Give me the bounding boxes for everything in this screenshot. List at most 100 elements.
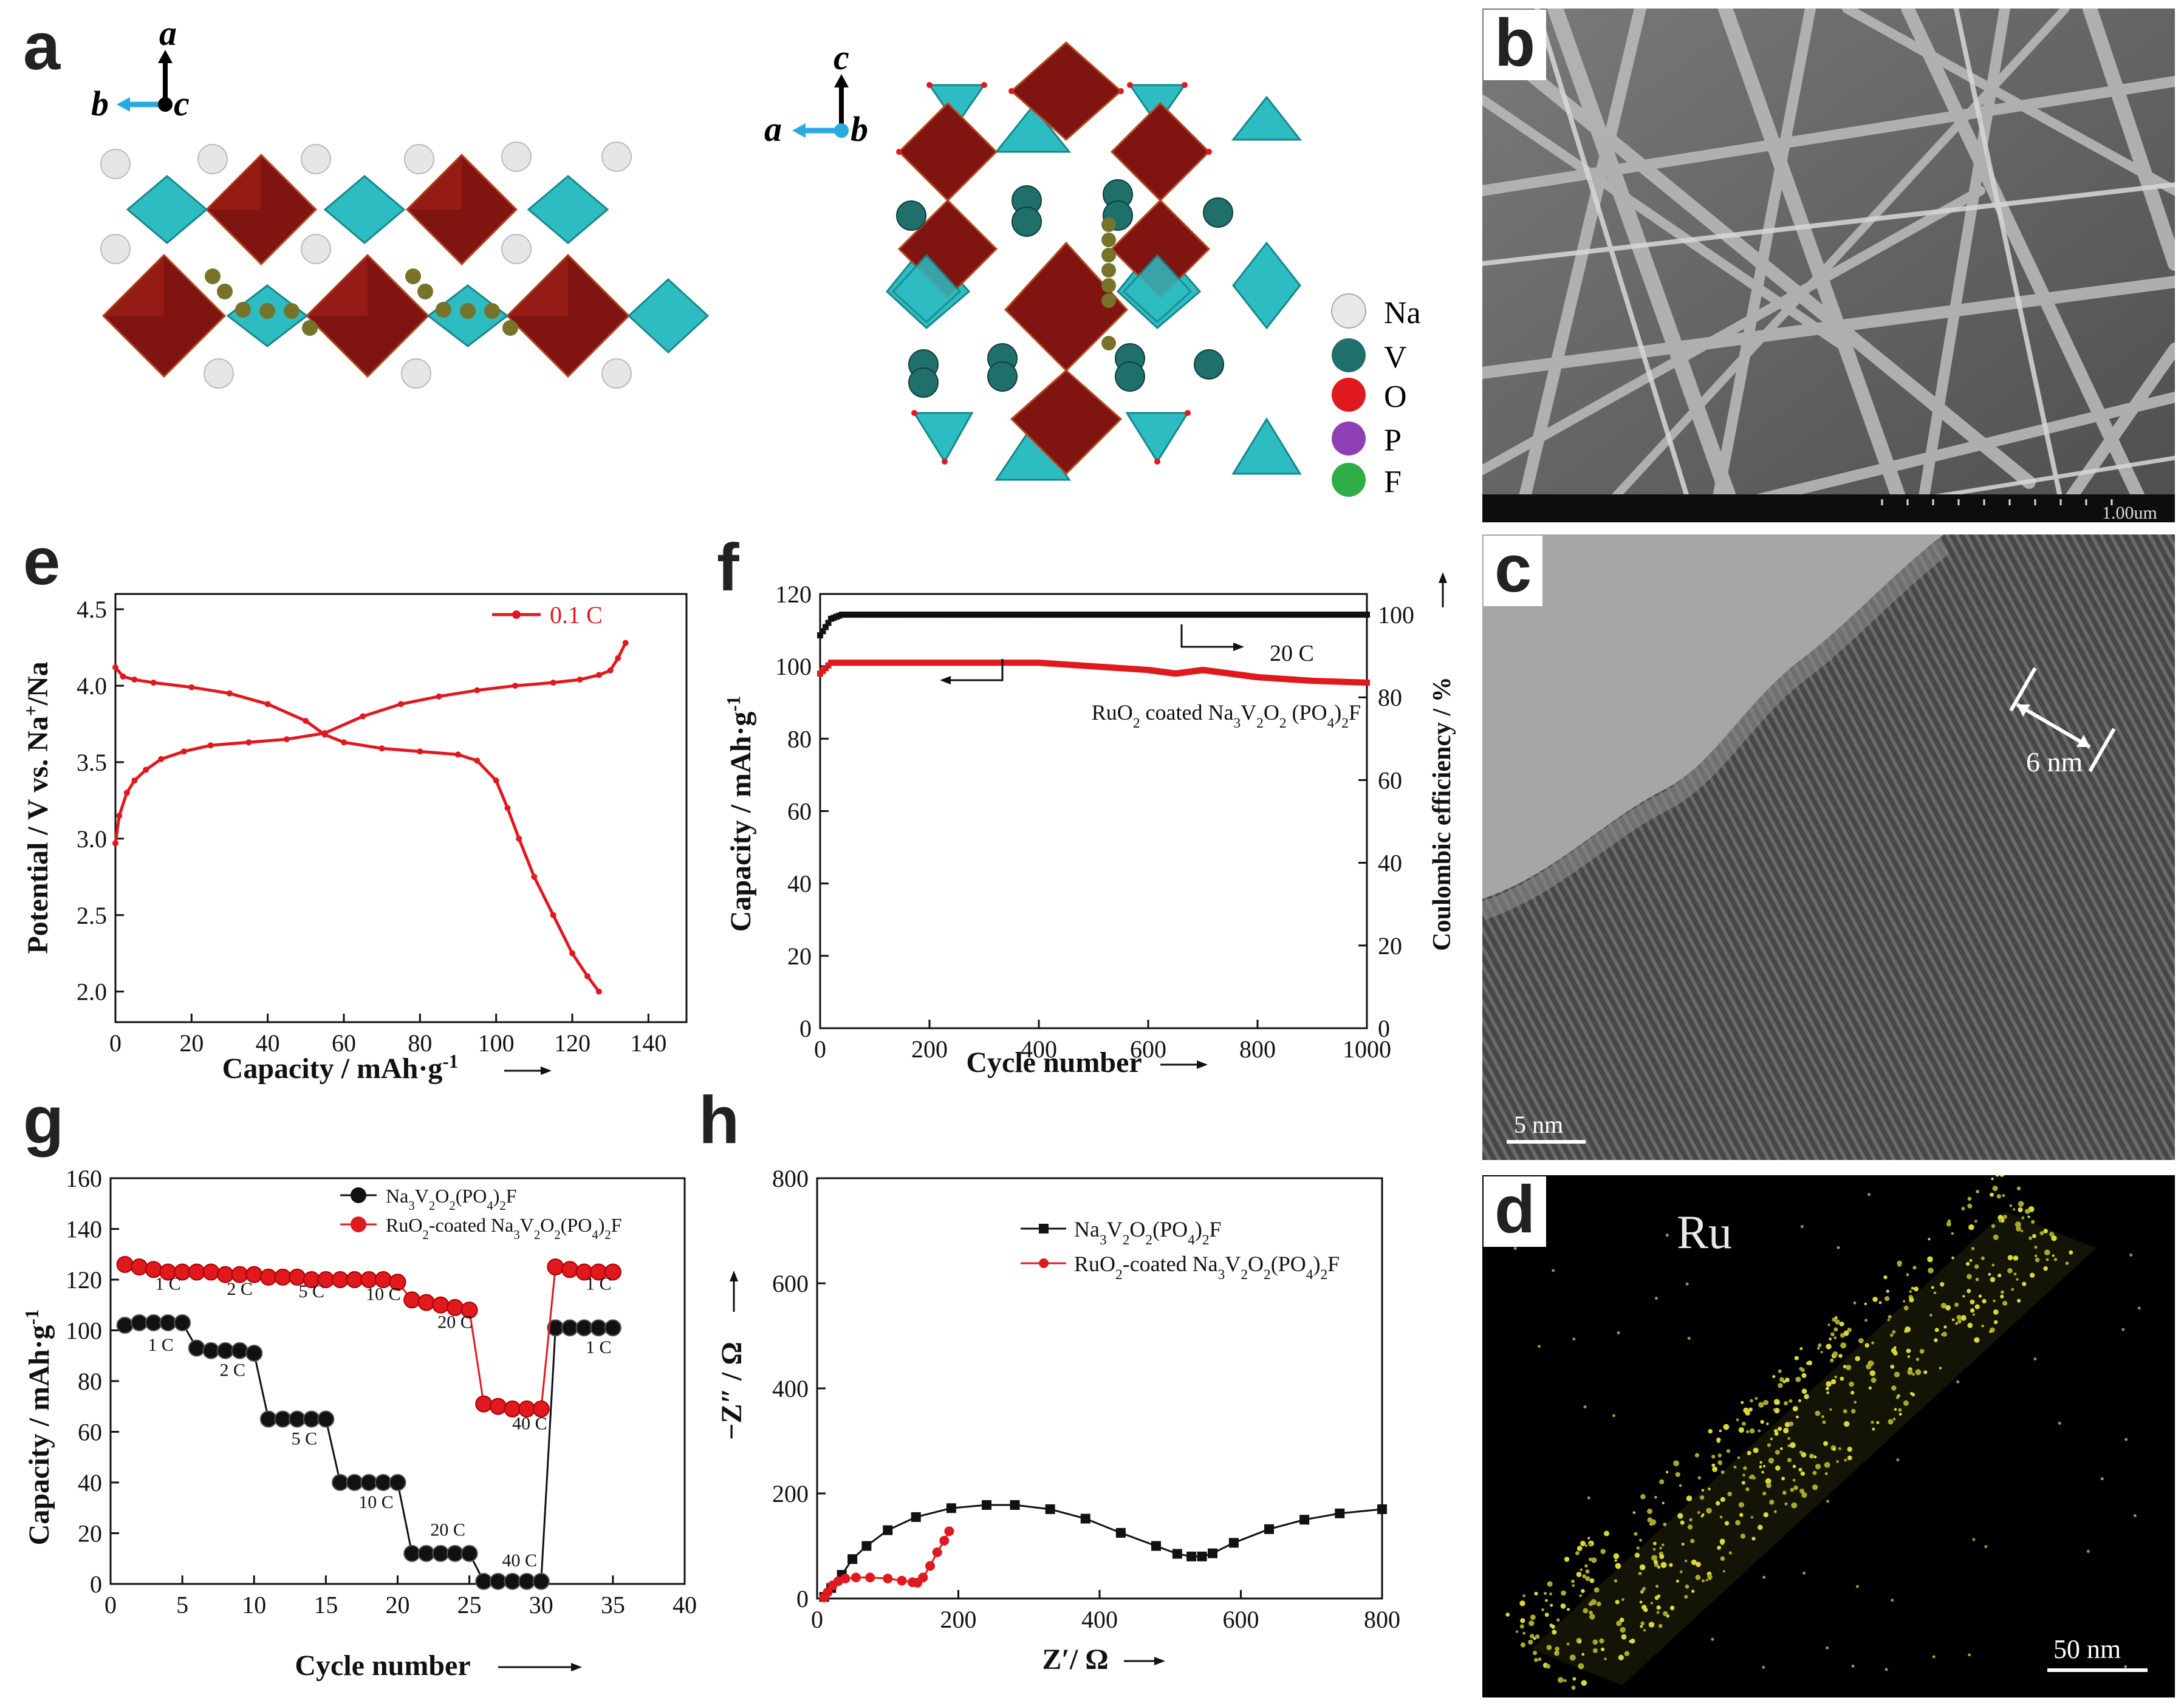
ru-signal-dot <box>1733 1465 1737 1469</box>
ru-signal-dot <box>1639 1538 1642 1542</box>
ru-signal-dot <box>2045 1258 2049 1261</box>
ru-signal-dot <box>1567 1608 1570 1611</box>
ru-background-dot <box>1762 1665 1765 1669</box>
ru-background-dot <box>1844 1458 1847 1462</box>
rate-point-1 <box>489 1397 507 1415</box>
ru-signal-dot <box>1552 1629 1557 1635</box>
ru-signal-dot <box>1705 1578 1708 1581</box>
point-charge <box>123 790 130 796</box>
ru-signal-dot <box>1967 1203 1973 1209</box>
ru-signal-dot <box>1740 1534 1746 1539</box>
x-tick-label: 80 <box>408 1029 432 1057</box>
ru-signal-dot <box>1943 1325 1947 1329</box>
ru-signal-dot <box>1520 1642 1525 1648</box>
ru-background-dot <box>1665 1233 1669 1237</box>
ru-signal-dot <box>1541 1608 1544 1611</box>
ru-signal-dot <box>1530 1634 1535 1639</box>
ru-signal-dot <box>1561 1590 1566 1596</box>
nyquist-point-1 <box>823 1587 833 1597</box>
point-charge <box>360 713 366 720</box>
legend-swatch-na <box>1331 293 1366 329</box>
legend-swatch-o <box>1332 378 1366 412</box>
ru-signal-dot <box>2051 1235 2057 1241</box>
nyquist-point-0 <box>1335 1508 1345 1518</box>
ru-signal-dot <box>1657 1566 1660 1569</box>
y-tick-label: 4.5 <box>77 596 107 623</box>
y-axis-label: Capacity / mAh·g-1 <box>723 696 758 932</box>
ru-signal-dot <box>1695 1574 1701 1580</box>
efficiency-point <box>825 619 832 626</box>
ru-signal-dot <box>1544 1612 1549 1617</box>
ru-signal-dot <box>1680 1520 1685 1525</box>
ru-signal-dot <box>1589 1578 1595 1583</box>
rate-label-20c: 20 C <box>1270 641 1314 666</box>
ru-signal-dot <box>1658 1623 1663 1628</box>
rate-point-0 <box>159 1314 177 1331</box>
ru-signal-dot <box>1585 1576 1590 1581</box>
ru-signal-dot <box>1801 1373 1807 1378</box>
ru-signal-dot <box>1759 1465 1762 1469</box>
ru-signal-dot <box>1827 1323 1830 1326</box>
ru-background-dot <box>1956 1380 1960 1384</box>
ru-signal-dot <box>1769 1500 1775 1505</box>
ru-signal-dot <box>1575 1551 1580 1555</box>
rate-label-black: 2 C <box>220 1360 246 1380</box>
ru-signal-dot <box>1641 1588 1645 1592</box>
ru-signal-dot <box>1955 1322 1958 1325</box>
y2-tick-label: 100 <box>1378 601 1414 629</box>
ru-signal-dot <box>1640 1625 1643 1628</box>
point-discharge <box>131 677 138 683</box>
ru-signal-dot <box>1928 1238 1931 1241</box>
ru-signal-dot <box>1895 1396 1900 1399</box>
x-tick-label: 35 <box>601 1591 625 1619</box>
rate-label-red: 5 C <box>298 1281 324 1302</box>
nyquist-point-1 <box>840 1574 851 1584</box>
ru-signal-dot <box>1583 1608 1589 1614</box>
ru-signal-dot <box>1758 1402 1764 1408</box>
point-discharge <box>569 950 575 957</box>
rate-point-1 <box>532 1400 550 1418</box>
ru-signal-dot <box>1826 1381 1832 1387</box>
crystal-region <box>1482 534 2175 1160</box>
nyquist-point-1 <box>865 1572 875 1583</box>
ru-signal-dot <box>1923 1370 1928 1374</box>
ru-signal-dot <box>1775 1465 1781 1471</box>
rate-point-0 <box>188 1339 205 1357</box>
rate-point-0 <box>518 1572 536 1590</box>
ru-signal-dot <box>1694 1453 1699 1458</box>
ru-signal-dot <box>1737 1456 1741 1459</box>
ru-background-dot <box>1753 1476 1756 1480</box>
ru-signal-dot <box>1742 1421 1746 1426</box>
ru-signal-dot <box>1824 1472 1828 1475</box>
ru-signal-dot <box>1533 1637 1536 1640</box>
ru-signal-dot <box>1599 1638 1604 1643</box>
rate-point-0 <box>289 1410 306 1428</box>
y-tick-label: 60 <box>78 1419 102 1446</box>
ru-signal-dot <box>2028 1236 2033 1240</box>
x-tick-label: 600 <box>1130 1036 1166 1063</box>
ru-signal-dot <box>1784 1502 1788 1506</box>
ru-signal-dot <box>1988 1272 1991 1276</box>
ru-signal-dot <box>1572 1584 1575 1587</box>
ru-signal-dot <box>1951 1232 1954 1235</box>
axis-label-a-right: a <box>764 109 782 149</box>
ru-signal-dot <box>1745 1410 1750 1416</box>
ru-signal-dot <box>1933 1291 1937 1294</box>
ru-signal-dot <box>1650 1519 1657 1526</box>
x-tick-label: 10 <box>242 1591 266 1619</box>
ru-background-dot <box>1513 1247 1517 1250</box>
rate-label-black: 20 C <box>430 1520 465 1540</box>
ru-signal-dot <box>1763 1465 1766 1468</box>
nyquist-point-0 <box>1115 1527 1126 1538</box>
nyquist-point-0 <box>1172 1549 1182 1559</box>
ru-signal-dot <box>1712 1466 1718 1472</box>
y-tick-label: 40 <box>787 870 812 898</box>
x-axis-arrow-head <box>541 1066 552 1075</box>
x-tick-label: 25 <box>457 1591 482 1619</box>
point-discharge <box>455 751 461 758</box>
ru-signal-dot <box>1840 1332 1845 1338</box>
rate-point-1 <box>346 1271 363 1288</box>
ru-signal-dot <box>1784 1401 1789 1405</box>
ru-signal-dot <box>2032 1233 2036 1238</box>
ru-signal-dot <box>2013 1208 2016 1211</box>
